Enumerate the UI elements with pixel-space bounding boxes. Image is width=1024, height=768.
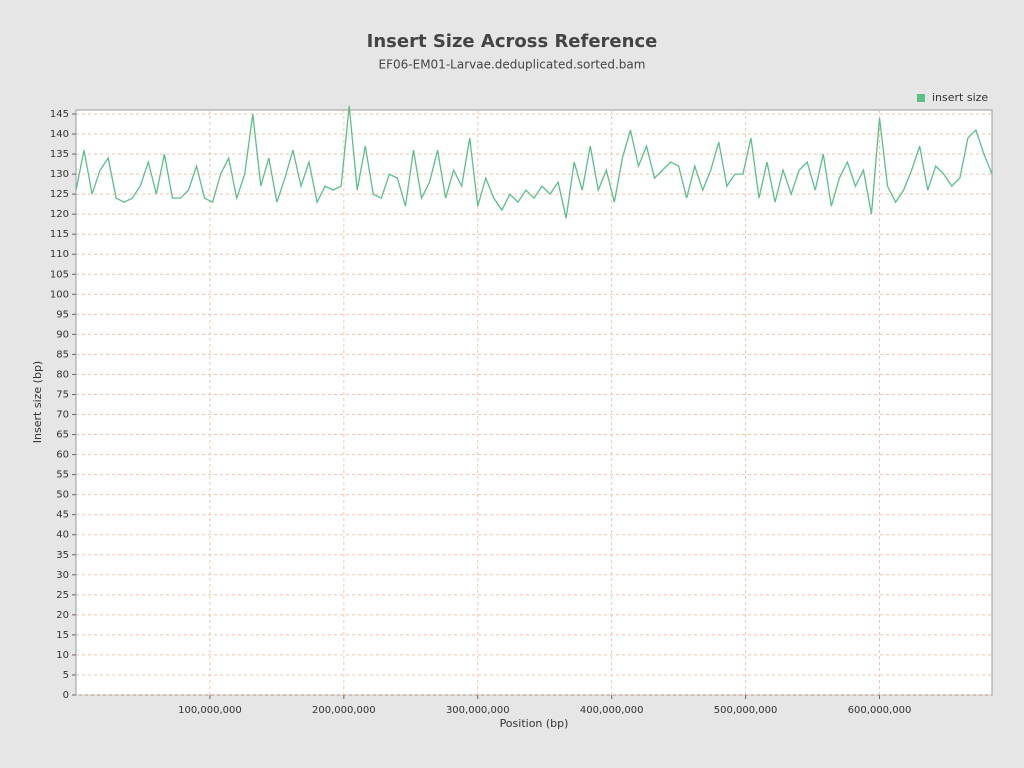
y-tick-label: 45 bbox=[56, 510, 69, 521]
y-tick-label: 115 bbox=[50, 229, 69, 240]
y-tick-label: 75 bbox=[56, 389, 69, 400]
chart-title: Insert Size Across Reference bbox=[367, 31, 658, 52]
y-axis-label: Insert size (bp) bbox=[31, 361, 44, 443]
x-tick-label: 600,000,000 bbox=[848, 705, 912, 716]
y-tick-label: 110 bbox=[50, 249, 69, 260]
y-tick-label: 95 bbox=[56, 309, 69, 320]
x-tick-label: 500,000,000 bbox=[714, 705, 778, 716]
y-tick-label: 135 bbox=[50, 149, 69, 160]
y-tick-label: 25 bbox=[56, 590, 69, 601]
data-line bbox=[75, 105, 993, 219]
y-tick-label: 105 bbox=[50, 269, 69, 280]
y-tick-label: 85 bbox=[56, 349, 69, 360]
y-tick-label: 120 bbox=[50, 209, 69, 220]
y-tick-label: 80 bbox=[56, 369, 69, 380]
y-tick-label: 15 bbox=[56, 630, 69, 641]
plot-area bbox=[75, 109, 993, 696]
y-tick-label: 55 bbox=[56, 470, 69, 481]
y-tick-label: 10 bbox=[56, 650, 69, 661]
chart-subtitle: EF06-EM01-Larvae.deduplicated.sorted.bam bbox=[379, 58, 646, 72]
x-tick-label: 200,000,000 bbox=[312, 705, 376, 716]
y-tick-label: 130 bbox=[50, 169, 69, 180]
x-tick-label: 100,000,000 bbox=[178, 705, 242, 716]
y-tick-label: 30 bbox=[56, 570, 69, 581]
y-tick-label: 0 bbox=[63, 690, 69, 701]
legend-label: insert size bbox=[932, 91, 988, 104]
legend-swatch bbox=[917, 94, 925, 102]
y-tick-label: 40 bbox=[56, 530, 69, 541]
x-tick-label: 400,000,000 bbox=[580, 705, 644, 716]
y-tick-label: 65 bbox=[56, 430, 69, 441]
x-axis-label: Position (bp) bbox=[500, 717, 569, 730]
y-tick-label: 50 bbox=[56, 490, 69, 501]
y-tick-label: 90 bbox=[56, 329, 69, 340]
x-tick-label: 300,000,000 bbox=[446, 705, 510, 716]
y-tick-label: 35 bbox=[56, 550, 69, 561]
y-tick-label: 125 bbox=[50, 189, 69, 200]
y-tick-label: 70 bbox=[56, 410, 69, 421]
y-tick-label: 100 bbox=[50, 289, 69, 300]
y-tick-label: 20 bbox=[56, 610, 69, 621]
y-tick-label: 60 bbox=[56, 450, 69, 461]
y-tick-label: 140 bbox=[50, 129, 69, 140]
y-tick-label: 5 bbox=[63, 670, 69, 681]
y-tick-label: 145 bbox=[50, 109, 69, 120]
